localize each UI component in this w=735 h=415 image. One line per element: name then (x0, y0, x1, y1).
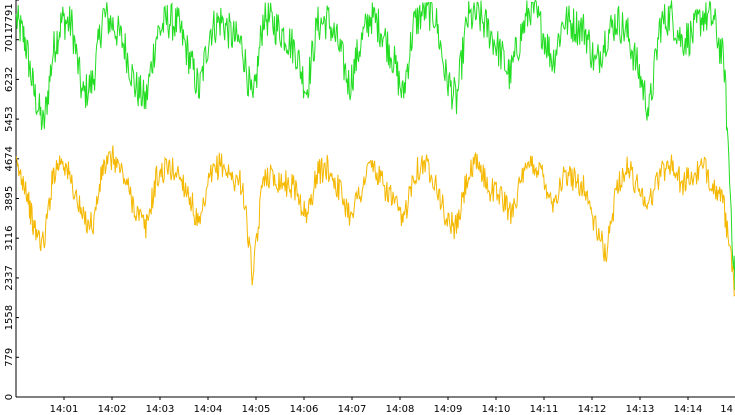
x-tick-label: 14:01 (50, 404, 79, 415)
x-tick-label: 14:02 (98, 404, 127, 415)
x-tick-label: 14:11 (530, 404, 559, 415)
x-tick-marks (63, 397, 689, 400)
series-layer (15, 0, 735, 297)
x-tick-label: 14:05 (242, 404, 271, 415)
x-tick-labels: 14:01 14:02 14:03 14:04 14:05 14:06 14:0… (50, 404, 733, 415)
x-tick-label: 14:09 (434, 404, 463, 415)
y-tick-label: 2337 (4, 265, 15, 290)
x-tick-label: 14:08 (386, 404, 415, 415)
x-tick-label: 14 (720, 404, 733, 415)
x-tick-label: 14:03 (146, 404, 175, 415)
x-tick-label: 14:04 (194, 404, 223, 415)
x-tick-label: 14:07 (338, 404, 367, 415)
y-tick-label: 5453 (4, 106, 15, 131)
x-tick-label: 14:06 (290, 404, 319, 415)
series-line-orange (15, 145, 735, 297)
y-tick-label: 7011 (4, 27, 15, 52)
y-tick-marks (16, 0, 19, 398)
x-tick-label: 14:14 (674, 404, 703, 415)
x-tick-label: 14:10 (482, 404, 511, 415)
y-tick-labels: 0 779 1558 2337 3116 3895 4674 5453 6232… (4, 3, 15, 400)
y-tick-label: 3116 (4, 225, 15, 250)
y-tick-label: 7791 (4, 3, 15, 28)
y-tick-label: 0 (4, 394, 15, 400)
y-tick-label: 779 (4, 348, 15, 367)
plot-area (15, 0, 735, 400)
y-tick-label: 4674 (4, 146, 15, 171)
y-tick-label: 6232 (4, 67, 15, 92)
y-tick-label: 3895 (4, 186, 15, 211)
x-tick-label: 14:13 (626, 404, 655, 415)
x-tick-label: 14:12 (578, 404, 607, 415)
series-line-green (15, 0, 735, 291)
y-tick-label: 1558 (4, 305, 15, 330)
